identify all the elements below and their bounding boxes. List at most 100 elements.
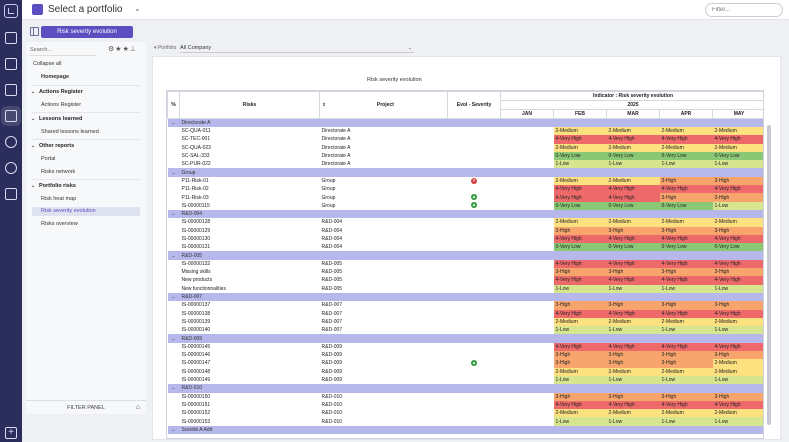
sidebar-section-lessons-learned[interactable]: ⌄ Lessons learned: [31, 116, 83, 122]
severity-cell: 1-Low: [606, 417, 660, 426]
table-row[interactable]: P11-Risk-01 Group ✕ 2-Medium 2-Medium 3-High 3…: [168, 176, 763, 186]
gear-icon[interactable]: ⚙: [108, 46, 116, 53]
chevron-down-icon: ⌄: [31, 89, 36, 95]
project-cell: R&D-009: [321, 352, 343, 359]
table-row[interactable]: Missing skills R&D-005 3-High 3-High 3-High 3…: [168, 268, 763, 277]
star-outline-icon[interactable]: ★: [122, 46, 130, 53]
table-row[interactable]: IS-00000129 R&D-004 3-High 3-High 3-High 3-Hi…: [168, 226, 763, 235]
sidebar-section-portfolio-risks[interactable]: ⌄ Portfolio risks: [31, 183, 76, 189]
tab-risk-severity-evolution[interactable]: Risk severity evolution: [41, 26, 133, 38]
chevron-down-icon[interactable]: ⌄: [167, 425, 180, 434]
table-row[interactable]: New products R&D-005 4-Very High 4-Very Hig…: [168, 276, 763, 285]
group-row[interactable]: ⌄ R&D-010: [167, 384, 763, 393]
filter-input[interactable]: [705, 3, 783, 17]
group-row[interactable]: ⌄ R&D-005: [167, 251, 763, 260]
sidebar-item-risk-severity-evolution[interactable]: Risk severity evolution: [32, 207, 140, 216]
table-row[interactable]: IS-00000151 R&D-010 4-Very High 4-Very High…: [168, 400, 763, 410]
table-row[interactable]: New functionnalities R&D-005 1-Low 1-Low 1-L…: [168, 284, 763, 293]
col-header-project[interactable]: ⇕ Project: [319, 91, 448, 119]
home-icon[interactable]: ⌂: [135, 404, 140, 411]
table-row[interactable]: IS-00000132 R&D-005 4-Very High 4-Very High…: [168, 259, 763, 269]
severity-cell: 2-Medium: [659, 127, 713, 136]
group-row[interactable]: ⌄ Group: [167, 168, 763, 177]
chevron-down-icon[interactable]: ⌄: [134, 4, 141, 13]
evol-cell: [448, 393, 501, 401]
group-row[interactable]: ⌄ Société A Add: [167, 425, 763, 434]
project-cell: R&D-007: [321, 327, 343, 334]
col-header-risks[interactable]: Risks: [179, 91, 320, 119]
table-row[interactable]: IS-00000147 R&D-009 ▲ 3-High 3-High 3-High 2-M…: [168, 359, 763, 368]
group-row[interactable]: ⌄ R&D-007: [167, 292, 763, 302]
table-row[interactable]: IS-00000145 R&D-009 4-Very High 4-Very High…: [168, 342, 763, 352]
table-row[interactable]: IS-00000115 Group ▲ 0-Very Low 0-Very Low 0-V…: [168, 201, 763, 210]
table-row[interactable]: IS-00000137 R&D-007 3-High 3-High 3-High 3-Hi…: [168, 301, 763, 310]
network-icon[interactable]: [5, 136, 17, 148]
chevron-down-icon[interactable]: ⌄: [167, 118, 180, 127]
table-row[interactable]: IS-00000138 R&D-007 4-Very High 4-Very High…: [168, 309, 763, 318]
home-icon[interactable]: [5, 32, 17, 44]
severity-cell: 4-Very High: [712, 309, 763, 318]
risk-name-cell: IS-00000140: [181, 327, 211, 334]
severity-table-container[interactable]: % Risks ⇕ Project Evol - Severity Indicat…: [166, 90, 764, 439]
sidebar: Search... ⚙★★⊥ Collapse all Homepage ⌄ Ac…: [26, 42, 146, 414]
app-logo-icon[interactable]: [4, 4, 18, 18]
table-row[interactable]: SC-QUA-023 Directorate A 2-Medium 2-Medium 2…: [168, 143, 763, 152]
table-row[interactable]: SC-PUR-022 Directorate A 1-Low 1-Low 1-Low 1-…: [168, 160, 763, 169]
panel-toggle-icon[interactable]: [30, 27, 39, 36]
table-row[interactable]: IS-00000153 R&D-010 1-Low 1-Low 1-Low 1-Low: [168, 417, 763, 426]
people-icon[interactable]: [5, 188, 17, 200]
sort-icon[interactable]: ⇕: [322, 102, 326, 107]
chevron-down-icon[interactable]: ⌄: [167, 384, 180, 393]
table-row[interactable]: IS-00000131 R&D-004 0-Very Low 0-Very Low 0-…: [168, 243, 763, 252]
sidebar-item-actions-register[interactable]: Actions Register: [41, 102, 82, 108]
briefcase-icon[interactable]: [5, 110, 17, 122]
table-row[interactable]: IS-00000128 R&D-004 2-Medium 2-Medium 2-Medi…: [168, 218, 763, 227]
circle-icon[interactable]: [5, 162, 17, 174]
sidebar-section-actions-register[interactable]: ⌄ Actions Register: [31, 89, 83, 95]
filter-panel-toggle[interactable]: FILTER PANEL ⌂: [26, 400, 146, 414]
chevron-down-icon[interactable]: ⌄: [167, 168, 180, 177]
table-row[interactable]: P11-Risk-03 Group ▲ 4-Very High 4-Very High 3…: [168, 193, 763, 202]
chevron-down-icon[interactable]: ⌄: [167, 334, 180, 343]
table-row[interactable]: IS-00000149 R&D-009 1-Low 1-Low 1-Low 1-Low: [168, 375, 763, 385]
group-row[interactable]: ⌄ R&D-004: [167, 209, 763, 219]
table-row[interactable]: IS-00000148 R&D-009 2-Medium 2-Medium 2-Medi…: [168, 367, 763, 376]
pin-icon[interactable]: ⊥: [129, 46, 137, 53]
vertical-scrollbar[interactable]: [767, 125, 771, 425]
table-row[interactable]: IS-00000152 R&D-010 2-Medium 2-Medium 2-Medi…: [168, 409, 763, 418]
group-row[interactable]: ⌄ R&D-009: [167, 334, 763, 343]
col-header-pct[interactable]: %: [167, 91, 180, 119]
folder-icon[interactable]: [5, 84, 17, 96]
chevron-down-icon[interactable]: ⌄: [167, 292, 180, 302]
add-icon[interactable]: +: [5, 427, 17, 439]
portfolio-filter-select[interactable]: All Company ⌄: [180, 45, 414, 53]
table-row[interactable]: IS-00000146 R&D-009 3-High 3-High 3-High 3-Hi…: [168, 351, 763, 360]
portfolio-selector[interactable]: Select a portfolio: [48, 4, 123, 15]
table-row[interactable]: SC-SAL-333 Directorate A 0-Very Low 0-Very …: [168, 151, 763, 161]
sidebar-item-risks-overview[interactable]: Risks overview: [41, 221, 78, 227]
severity-cell: 3-High: [606, 392, 660, 401]
sidebar-item-risks-network[interactable]: Risks network: [41, 169, 76, 175]
evol-cell: [448, 417, 501, 425]
table-row[interactable]: SC-QUA-011 Directorate A 2-Medium 2-Medium 2…: [168, 127, 763, 136]
inbox-icon[interactable]: [5, 58, 17, 70]
table-row[interactable]: IS-00000139 R&D-007 2-Medium 2-Medium 2-Medi…: [168, 317, 763, 327]
chevron-down-icon[interactable]: ⌄: [167, 251, 180, 260]
sidebar-item-homepage[interactable]: Homepage: [41, 74, 70, 80]
group-row[interactable]: ⌄ Directorate A: [167, 118, 763, 127]
sidebar-section-other-reports[interactable]: ⌄ Other reports: [31, 143, 75, 149]
sidebar-item-portal[interactable]: Portal: [41, 156, 56, 162]
col-header-evol-severity[interactable]: Evol - Severity: [447, 91, 501, 119]
sidebar-search-input[interactable]: Search...: [30, 44, 96, 56]
chevron-down-icon[interactable]: ⌄: [167, 209, 180, 219]
sidebar-item-shared-lessons-learned[interactable]: Shared lessons learned: [41, 129, 99, 135]
table-row[interactable]: SC-TEC-001 Directorate A 4-Very High 4-Very…: [168, 135, 763, 144]
table-row[interactable]: IS-00000130 R&D-004 4-Very High 4-Very High…: [168, 234, 763, 244]
table-row[interactable]: P11-Risk-02 Group 4-Very High 4-Very High 4-…: [168, 185, 763, 194]
sidebar-item-risk-heat-map[interactable]: Risk heat map: [41, 196, 77, 202]
table-row[interactable]: IS-00000150 R&D-010 3-High 3-High 3-High 3-Hi…: [168, 392, 763, 401]
severity-cell: 4-Very High: [606, 309, 660, 318]
collapse-all-link[interactable]: Collapse all: [33, 61, 62, 67]
star-icon[interactable]: ★: [115, 46, 123, 53]
table-row[interactable]: IS-00000140 R&D-007 1-Low 1-Low 1-Low 1-Low: [168, 326, 763, 335]
